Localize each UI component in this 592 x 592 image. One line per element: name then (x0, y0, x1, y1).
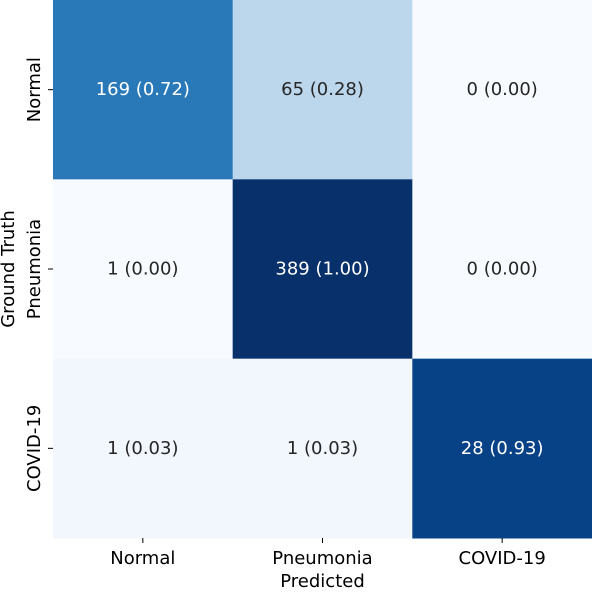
x-tick-label: Pneumonia (272, 548, 372, 569)
cell-value-label: 28 (0.93) (461, 438, 544, 459)
y-tick-label: COVID-19 (24, 405, 45, 492)
x-axis-label: Predicted (280, 571, 365, 592)
heatmap-cell-labels: 169 (0.72) 65 (0.28) 0 (0.00) 1 (0.00) 389 (… (96, 79, 544, 459)
cell-value-label: 0 (0.00) (467, 259, 538, 280)
heatmap-cells (53, 0, 592, 539)
y-axis-ticks: Normal Pneumonia COVID-19 (24, 57, 53, 492)
cell-value-label: 1 (0.03) (107, 438, 178, 459)
heatmap-cell (53, 0, 234, 180)
y-tick-label: Normal (24, 57, 45, 122)
heatmap-cell (53, 358, 234, 539)
heatmap-cell (232, 358, 413, 539)
cell-value-label: 389 (1.00) (275, 259, 369, 280)
cell-value-label: 1 (0.00) (107, 259, 178, 280)
heatmap-cell (232, 0, 413, 180)
x-tick-label: Normal (110, 548, 175, 569)
heatmap-cell (412, 179, 592, 360)
cell-value-label: 169 (0.72) (96, 79, 190, 100)
cell-value-label: 65 (0.28) (281, 79, 364, 100)
cell-value-label: 1 (0.03) (287, 438, 358, 459)
heatmap-cell (412, 358, 592, 539)
x-axis-ticks: Normal Pneumonia COVID-19 (110, 538, 546, 569)
y-tick-label: Pneumonia (24, 219, 45, 319)
heatmap-cell (232, 179, 413, 360)
cell-value-label: 0 (0.00) (467, 79, 538, 100)
y-axis-label: Ground Truth (0, 210, 19, 328)
heatmap-cell (412, 0, 592, 180)
heatmap-cell (53, 179, 234, 360)
x-tick-label: COVID-19 (459, 548, 546, 569)
